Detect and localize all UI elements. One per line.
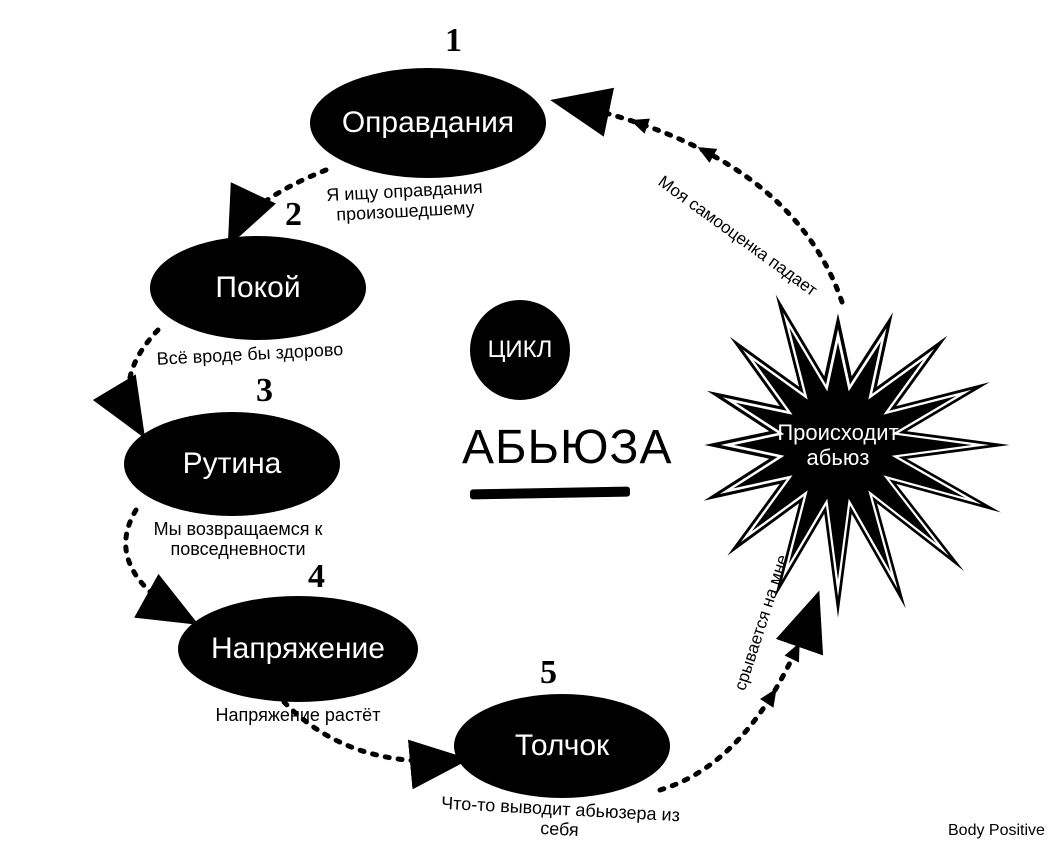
node-sub-napryazhenie: Напряжение растёт [168, 706, 428, 726]
edge-label-e5: срывается на мне [730, 552, 793, 693]
node-number-napryazhenie: 4 [308, 558, 325, 596]
center-small-label: ЦИКЛ [488, 336, 553, 364]
node-tolchok: Толчок [454, 694, 670, 798]
node-number-opravdaniya: 1 [445, 22, 462, 60]
node-abuse: Происходит абьюз [758, 415, 918, 475]
diagram-stage: ЦИКЛ АБЬЮЗА 1 ОправданияЯ ищу оправдания … [0, 0, 1048, 847]
center-big-title: АБЬЮЗА [462, 420, 673, 475]
node-napryazhenie: Напряжение [178, 596, 418, 702]
node-sub-tolchok: Что-то выводит абьюзера из себя [429, 793, 691, 846]
node-number-rutina: 3 [256, 372, 273, 410]
node-rutina: Рутина [124, 412, 340, 516]
credit-text: Body Positive [948, 822, 1045, 840]
node-sub-opravdaniya: Я ищу оправдания произошедшему [274, 175, 536, 228]
node-number-pokoy: 2 [285, 196, 302, 234]
edge-label-e6: Моя самооценка падает [654, 172, 821, 301]
node-number-tolchok: 5 [540, 654, 557, 692]
center-underline [470, 487, 630, 500]
node-sub-rutina: Мы возвращаемся к повседневности [108, 520, 368, 560]
node-opravdaniya: Оправдания [310, 68, 546, 178]
node-pokoy: Покой [150, 236, 366, 340]
node-sub-pokoy: Всё вроде бы здорово [120, 338, 381, 371]
center-circle: ЦИКЛ [470, 300, 570, 400]
